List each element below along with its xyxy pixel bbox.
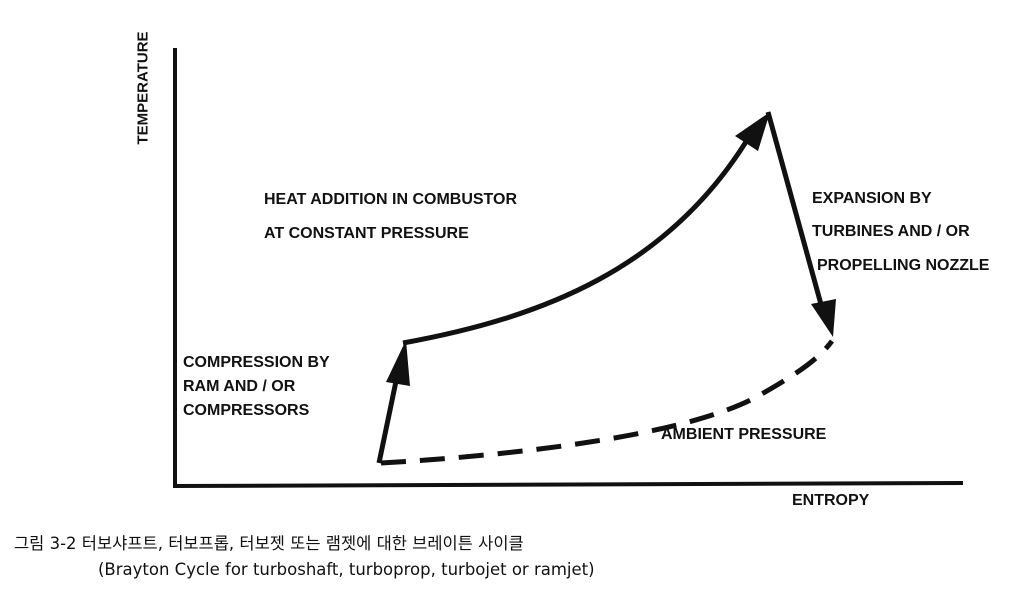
heat-addition-label-line1: HEAT ADDITION IN COMBUSTOR	[264, 191, 518, 208]
y-axis-label: TEMPERATURE	[134, 31, 152, 145]
expansion-arrowhead	[811, 299, 836, 337]
expansion-label-line2: TURBINES AND / OR	[812, 223, 970, 240]
compression-arrowhead	[386, 340, 410, 386]
caption-english: (Brayton Cycle for turboshaft, turboprop…	[98, 560, 595, 579]
heat-addition-label-line2: AT CONSTANT PRESSURE	[264, 225, 469, 242]
heat-addition-arrowhead	[735, 112, 770, 151]
x-axis	[172, 481, 964, 488]
compression-label-line1: COMPRESSION BY	[183, 354, 330, 371]
expansion-label-line1: EXPANSION BY	[812, 190, 932, 207]
caption-korean: 그림 3-2 터보샤프트, 터보프롭, 터보젯 또는 램젯에 대한 브레이튼 사…	[14, 534, 524, 553]
ambient-pressure-label: AMBIENT PRESSURE	[661, 426, 827, 443]
expansion-label-line3: PROPELLING NOZZLE	[817, 257, 990, 274]
compression-label-line2: RAM AND / OR	[183, 378, 296, 395]
heat-addition-curve	[402, 130, 755, 346]
expansion-line	[765, 111, 825, 309]
x-axis-label: ENTROPY	[792, 492, 870, 509]
ambient-pressure-curve	[380, 339, 835, 466]
compression-label-line3: COMPRESSORS	[183, 402, 310, 419]
